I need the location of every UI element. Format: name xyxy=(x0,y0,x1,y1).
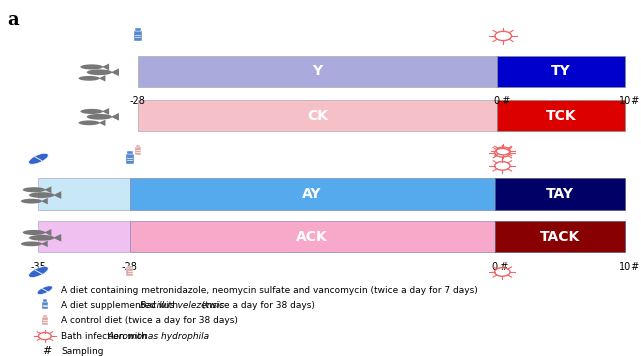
Bar xyxy=(497,56,625,87)
Bar xyxy=(497,100,625,131)
Ellipse shape xyxy=(37,286,53,294)
Bar xyxy=(42,299,47,302)
Bar xyxy=(136,145,140,147)
Text: A control diet (twice a day for 38 days): A control diet (twice a day for 38 days) xyxy=(61,316,238,325)
Text: 10: 10 xyxy=(619,96,631,106)
Polygon shape xyxy=(44,229,51,236)
Bar xyxy=(127,151,133,154)
Ellipse shape xyxy=(29,192,54,198)
Bar xyxy=(38,221,129,252)
Polygon shape xyxy=(111,68,119,76)
Ellipse shape xyxy=(29,153,48,164)
Polygon shape xyxy=(111,113,119,121)
Text: #: # xyxy=(497,262,508,272)
Text: #: # xyxy=(499,96,511,106)
Bar xyxy=(38,178,129,210)
Text: -28: -28 xyxy=(130,96,146,106)
Text: A diet containing metronidazole, neomycin sulfate and vancomycin (twice a day fo: A diet containing metronidazole, neomyci… xyxy=(61,286,478,295)
Bar xyxy=(129,221,495,252)
Bar xyxy=(42,315,47,317)
Text: TACK: TACK xyxy=(540,230,580,244)
Text: # day: # day xyxy=(628,96,641,106)
Ellipse shape xyxy=(79,120,100,125)
Text: AY: AY xyxy=(303,187,322,201)
Polygon shape xyxy=(102,63,109,70)
Text: Aeromonas hydrophila: Aeromonas hydrophila xyxy=(107,331,209,341)
Polygon shape xyxy=(41,198,47,204)
Bar xyxy=(133,31,142,41)
Bar xyxy=(42,302,48,309)
Bar xyxy=(495,178,625,210)
Text: TY: TY xyxy=(551,64,570,78)
Bar xyxy=(138,56,497,87)
Text: -28: -28 xyxy=(122,262,138,272)
Bar xyxy=(42,317,48,325)
Ellipse shape xyxy=(87,114,112,120)
Ellipse shape xyxy=(87,69,112,75)
Bar xyxy=(495,221,625,252)
Text: TCK: TCK xyxy=(545,109,576,123)
Ellipse shape xyxy=(22,230,46,235)
Bar xyxy=(129,178,495,210)
Text: 0: 0 xyxy=(492,262,497,272)
Polygon shape xyxy=(44,186,51,193)
Bar xyxy=(138,100,497,131)
Text: ACK: ACK xyxy=(296,230,328,244)
Ellipse shape xyxy=(22,187,46,192)
Ellipse shape xyxy=(80,64,103,69)
Text: CK: CK xyxy=(307,109,328,123)
Bar xyxy=(135,28,141,31)
Text: TAY: TAY xyxy=(545,187,574,201)
Text: Sampling: Sampling xyxy=(61,347,103,356)
Text: Y: Y xyxy=(312,64,322,78)
Polygon shape xyxy=(99,120,105,126)
Text: Bath infection with: Bath infection with xyxy=(61,331,149,341)
Bar xyxy=(126,154,134,164)
Bar xyxy=(128,266,132,268)
Ellipse shape xyxy=(29,267,48,277)
Text: -35: -35 xyxy=(31,262,46,272)
Bar xyxy=(135,147,141,155)
Polygon shape xyxy=(99,75,105,82)
Ellipse shape xyxy=(21,199,42,204)
Polygon shape xyxy=(53,234,62,242)
Ellipse shape xyxy=(21,241,42,246)
Bar xyxy=(126,268,133,276)
Ellipse shape xyxy=(79,76,100,81)
Text: a: a xyxy=(8,11,19,29)
Text: A diet supplemented with: A diet supplemented with xyxy=(61,301,181,310)
Text: # day: # day xyxy=(628,262,641,272)
Ellipse shape xyxy=(29,235,54,241)
Text: #: # xyxy=(42,346,51,356)
Polygon shape xyxy=(102,108,109,115)
Polygon shape xyxy=(41,241,47,247)
Text: (twice a day for 38 days): (twice a day for 38 days) xyxy=(199,301,315,310)
Ellipse shape xyxy=(80,109,103,114)
Polygon shape xyxy=(53,191,62,199)
Text: 10: 10 xyxy=(619,262,631,272)
Text: 0: 0 xyxy=(494,96,500,106)
Text: Bacillus velezensis: Bacillus velezensis xyxy=(140,301,224,310)
